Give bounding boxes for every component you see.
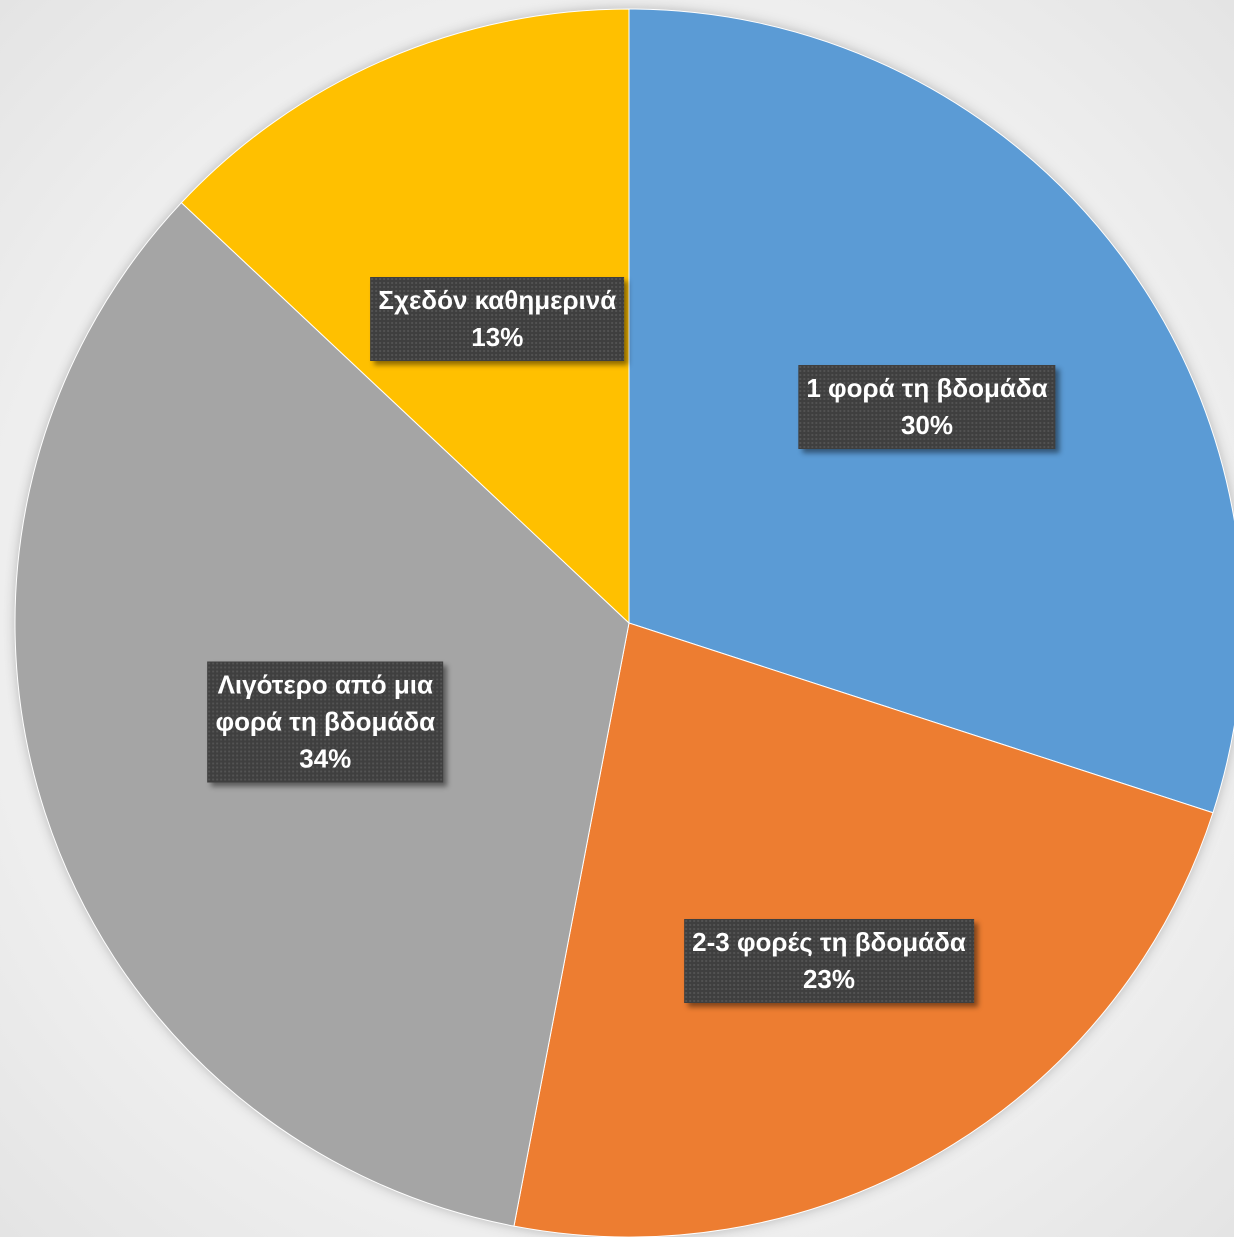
slice-label-text: Σχεδόν καθημερινά [378, 284, 617, 315]
slice-label-line-1: Λιγότερο από μια [217, 669, 434, 700]
data-label-less-than-once-a-week: Λιγότερο από μια φορά τη βδομάδα 34% [207, 661, 444, 783]
slice-label-text: 2-3 φορές τη βδομάδα [692, 927, 966, 958]
slice-percent-text: 34% [299, 743, 352, 774]
data-label-almost-daily: Σχεδόν καθημερινά 13% [370, 276, 625, 361]
data-label-once-a-week: 1 φορά τη βδομάδα 30% [798, 364, 1056, 449]
slice-label-text: 1 φορά τη βδομάδα [806, 372, 1048, 403]
data-label-2-3-times-a-week: 2-3 φορές τη βδομάδα 23% [684, 919, 974, 1004]
slice-label-line-2: φορά τη βδομάδα [215, 706, 436, 737]
slice-percent-text: 13% [471, 321, 524, 352]
slice-percent-text: 23% [802, 964, 856, 995]
slice-percent-text: 30% [900, 409, 954, 440]
